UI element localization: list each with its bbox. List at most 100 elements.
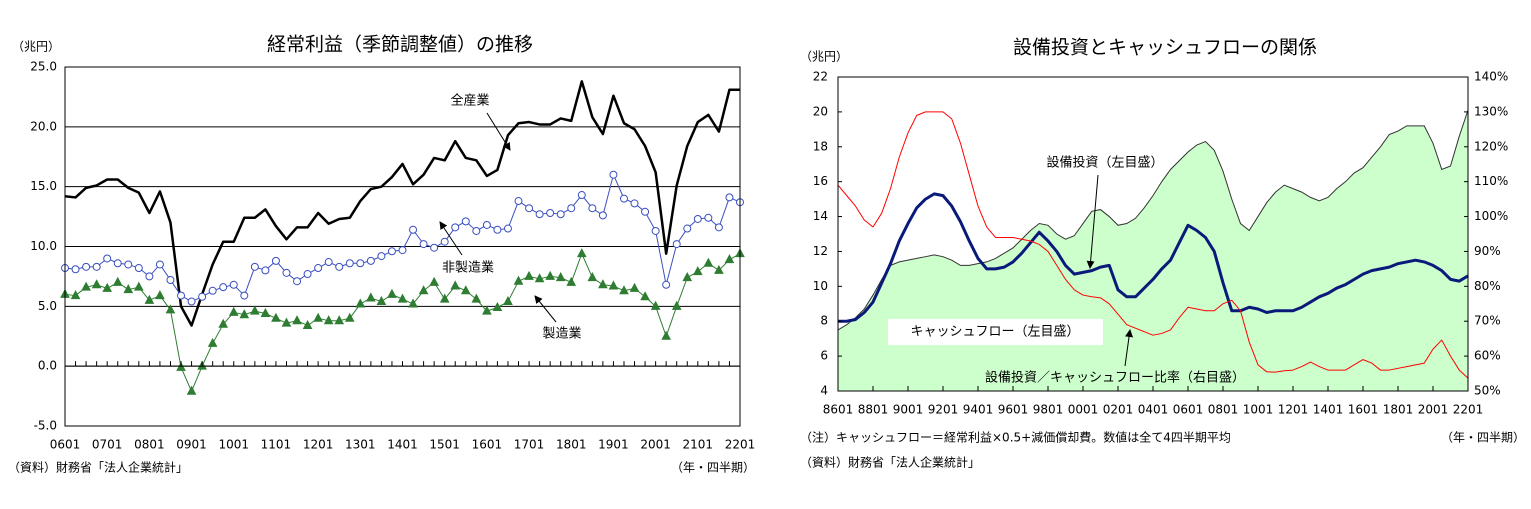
point-marker	[461, 217, 470, 226]
x-tick-label: 1001	[218, 438, 249, 452]
y-tick-label: 14	[813, 209, 828, 223]
y-tick-label: 20.0	[30, 119, 57, 133]
point-marker	[662, 280, 671, 289]
point-marker	[546, 208, 555, 217]
y2-tick-label: 90%	[1474, 244, 1501, 258]
y-tick-label: 16	[813, 174, 828, 188]
series-label: キャッシュフロー（左目盛）	[910, 325, 1079, 340]
x-tick-label: 9201	[928, 403, 959, 417]
point-marker	[144, 294, 155, 304]
x-tick-label: 1601	[1348, 403, 1379, 417]
point-marker	[493, 225, 502, 234]
point-marker	[260, 307, 271, 318]
series-line	[837, 111, 1469, 379]
y-tick-label: -5.0	[34, 419, 57, 433]
series-line	[64, 80, 740, 327]
point-marker	[155, 290, 165, 300]
point-marker	[250, 262, 259, 271]
point-marker	[366, 292, 376, 302]
point-marker	[641, 207, 650, 216]
footnote: （注）キャッシュフロー＝経常利益×0.5+減価償却費。数値は全て4四半期平均	[800, 430, 1231, 445]
label-arrow	[534, 295, 557, 323]
y-tick-label: 20	[813, 104, 828, 118]
point-marker	[482, 305, 492, 315]
point-marker	[165, 304, 176, 314]
x-tick-label: 1101	[261, 438, 292, 452]
point-marker	[377, 252, 386, 261]
series-label: 製造業	[542, 326, 581, 342]
x-tick-label: 1701	[514, 438, 545, 452]
point-marker	[704, 213, 713, 222]
y-tick-label: 12	[813, 244, 828, 258]
x-tick-label: 1201	[1278, 403, 1309, 417]
label-arrow	[439, 221, 463, 256]
point-marker	[545, 270, 555, 280]
point-marker	[556, 210, 565, 219]
x-tick-label: 8601	[823, 403, 854, 417]
point-marker	[651, 226, 660, 235]
point-marker	[472, 226, 481, 235]
x-tick-label: 0201	[1103, 403, 1134, 417]
point-marker	[629, 282, 640, 292]
x-tick-label: 0801	[1208, 403, 1239, 417]
point-marker	[714, 223, 723, 232]
point-marker	[608, 280, 619, 290]
point-marker	[482, 220, 491, 229]
point-marker	[281, 317, 292, 327]
point-marker	[492, 301, 503, 312]
x-tick-label: 1001	[1243, 403, 1274, 417]
point-marker	[228, 306, 239, 316]
point-marker	[408, 298, 418, 308]
x-tick-label: 1201	[303, 438, 334, 452]
point-marker	[123, 284, 134, 294]
point-marker	[355, 298, 366, 308]
point-marker	[724, 254, 735, 264]
x-tick-label: 0401	[1138, 403, 1169, 417]
point-marker	[525, 204, 534, 213]
point-marker	[240, 291, 249, 300]
point-marker	[503, 295, 513, 306]
point-marker	[229, 280, 238, 289]
series-line	[838, 192, 1469, 323]
y-tick-label: 0.0	[38, 359, 57, 373]
point-marker	[429, 276, 439, 286]
point-marker	[303, 270, 312, 279]
point-marker	[112, 276, 123, 286]
point-marker	[714, 264, 724, 274]
y2-tick-label: 140%	[1474, 70, 1508, 84]
x-tick-label: 2101	[683, 438, 714, 452]
y2-tick-label: 70%	[1474, 314, 1501, 328]
y-tick-label: 15.0	[30, 179, 57, 193]
y-tick-label: 18	[813, 139, 828, 153]
x-tick-label: 2201	[1453, 403, 1484, 417]
label-arrow	[486, 112, 511, 151]
point-marker	[218, 318, 229, 328]
point-marker	[376, 295, 387, 306]
y-tick-label: 6	[820, 349, 828, 363]
point-marker	[397, 293, 408, 303]
point-marker	[187, 297, 196, 306]
x-tick-label: 1401	[1313, 403, 1344, 417]
point-marker	[177, 291, 186, 300]
point-marker	[703, 257, 714, 267]
point-marker	[324, 258, 333, 267]
axes: -5.0 0.0 5.0 10.0 15.0 20.0 25.0 0601 0701 0801 09…	[30, 60, 755, 452]
point-marker	[103, 254, 112, 263]
area-outline	[837, 109, 1469, 331]
point-marker	[555, 272, 566, 282]
point-marker	[419, 240, 428, 249]
point-marker	[576, 248, 587, 258]
point-marker	[314, 264, 323, 273]
point-marker	[155, 260, 164, 269]
point-marker	[70, 290, 81, 300]
x-tick-label: 1401	[387, 438, 418, 452]
x-tick-label: 1301	[345, 438, 376, 452]
label-arrow	[1086, 174, 1099, 269]
data-marks	[837, 109, 1469, 379]
y2-tick-label: 100%	[1474, 209, 1508, 223]
point-marker	[587, 272, 598, 282]
point-marker	[82, 262, 91, 271]
point-marker	[683, 224, 692, 233]
series-label: 非製造業	[442, 260, 494, 276]
